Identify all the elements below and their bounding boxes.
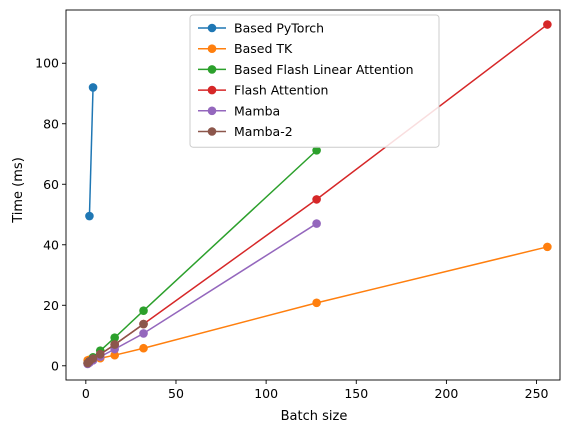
x-tick-label: 0 bbox=[82, 386, 90, 401]
y-axis-label: Time (ms) bbox=[11, 157, 26, 224]
data-point-mamba-2 bbox=[110, 340, 119, 349]
legend-swatch-marker bbox=[207, 65, 217, 74]
x-tick-label: 250 bbox=[525, 386, 549, 401]
legend-swatch-marker bbox=[207, 106, 217, 116]
legend-entry: Flash Attention bbox=[198, 83, 328, 98]
data-point-based-flash-linear-attention bbox=[139, 306, 148, 316]
axes: 0 50 100 150 200 250 0 20 40 60 80 100 bbox=[35, 9, 561, 401]
data-point-based-flash-linear-attention bbox=[312, 146, 321, 155]
legend-label: Mamba bbox=[234, 103, 280, 118]
series-based-tk bbox=[83, 242, 552, 365]
y-tick-label: 0 bbox=[51, 358, 59, 373]
series-mamba bbox=[83, 219, 321, 369]
legend-box bbox=[189, 14, 440, 148]
series-line-based-pytorch bbox=[88, 86, 94, 217]
data-point-based-tk bbox=[110, 350, 119, 360]
data-point-based-tk bbox=[543, 242, 552, 252]
x-tick-label: 100 bbox=[254, 386, 278, 401]
y-tick-label: 60 bbox=[43, 177, 59, 192]
legend-label: Mamba-2 bbox=[234, 124, 293, 139]
data-point-mamba bbox=[312, 219, 321, 228]
y-tick-label: 100 bbox=[35, 56, 59, 71]
data-point-flash-attention bbox=[312, 195, 321, 204]
legend-label: Based PyTorch bbox=[234, 21, 324, 36]
legend-entry: Mamba-2 bbox=[198, 124, 293, 139]
data-point-mamba-2 bbox=[88, 354, 98, 363]
data-point-based-tk bbox=[312, 298, 321, 308]
legend: Based PyTorch Based TK Based Flash Linear … bbox=[189, 14, 440, 148]
legend-swatch-marker bbox=[207, 127, 217, 136]
data-point-based-pytorch bbox=[85, 211, 94, 221]
y-tick-label: 80 bbox=[43, 116, 59, 131]
legend-label: Based Flash Linear Attention bbox=[234, 62, 414, 77]
series-line-mamba bbox=[86, 222, 318, 366]
y-tick-label: 20 bbox=[43, 298, 59, 313]
series-based-flash-linear-attention bbox=[83, 146, 321, 368]
x-tick-label: 200 bbox=[434, 386, 458, 401]
data-point-mamba bbox=[139, 329, 148, 338]
legend-label: Based TK bbox=[234, 41, 293, 56]
data-point-based-pytorch bbox=[88, 83, 98, 92]
legend-entry: Based PyTorch bbox=[198, 21, 324, 36]
legend-swatch-marker bbox=[207, 44, 217, 53]
legend-entry: Based TK bbox=[198, 41, 293, 56]
data-point-mamba-2 bbox=[139, 319, 148, 329]
data-point-based-tk bbox=[139, 343, 148, 353]
legend-swatch-marker bbox=[207, 85, 217, 95]
series-mamba-2 bbox=[83, 319, 148, 368]
series-line-based-flash-linear-attention bbox=[86, 149, 318, 365]
legend-swatch-marker bbox=[207, 23, 217, 33]
y-tick-label: 40 bbox=[43, 237, 59, 252]
data-point-mamba-2 bbox=[95, 349, 105, 359]
x-tick-label: 150 bbox=[344, 386, 368, 401]
legend-label: Flash Attention bbox=[234, 83, 328, 98]
legend-entry: Based Flash Linear Attention bbox=[198, 62, 414, 77]
axes-frame bbox=[65, 9, 561, 381]
data-point-flash-attention bbox=[543, 20, 552, 29]
data-point-based-flash-linear-attention bbox=[110, 333, 119, 342]
series-based-pytorch bbox=[85, 83, 98, 221]
x-tick-label: 50 bbox=[168, 386, 184, 401]
x-axis-label: Batch size bbox=[281, 409, 348, 424]
legend-entry: Mamba bbox=[198, 103, 280, 118]
plot-area bbox=[83, 20, 552, 369]
